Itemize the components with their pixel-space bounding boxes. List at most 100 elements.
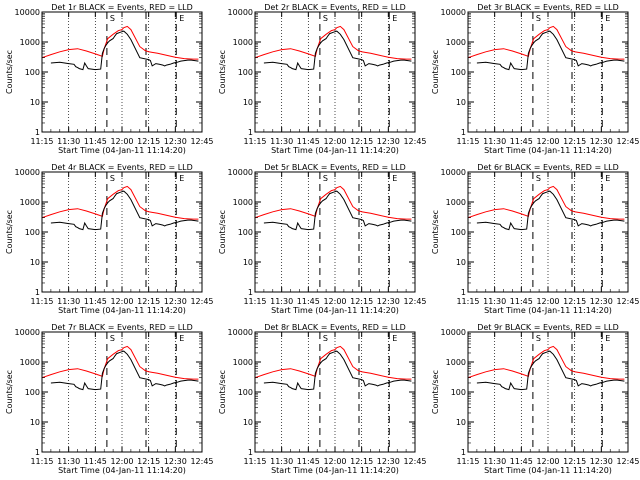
panel-7: S E 1 10 100 1000 10000 11:15 11:30 11:45 12:00 12:… — [5, 323, 214, 475]
y-tick-label: 10000 — [228, 8, 253, 17]
panel-title: Det 3r BLACK = Events, RED = LLD — [477, 3, 619, 12]
x-tick-label: 11:30 — [483, 297, 506, 306]
y-tick-label: 1000 — [233, 198, 253, 207]
x-tick-label: 12:00 — [536, 137, 559, 146]
y-tick-label: 100 — [451, 228, 466, 237]
series-lld-line — [41, 185, 199, 220]
x-tick-label: 11:45 — [297, 457, 320, 466]
y-tick-label: 1000 — [20, 198, 40, 207]
marker-label: E — [179, 174, 184, 183]
y-tick-label: 1 — [248, 448, 253, 457]
series-events-line — [263, 190, 412, 231]
x-tick-label: 12:00 — [110, 297, 133, 306]
y-tick-label: 10 — [243, 258, 253, 267]
marker-label: S — [323, 334, 328, 343]
series-lld-line — [41, 345, 199, 380]
x-tick-label: 12:45 — [190, 297, 213, 306]
marker-label: S — [110, 334, 115, 343]
y-tick-label: 1000 — [446, 358, 466, 367]
marker-label: S — [323, 174, 328, 183]
y-axis-label: Counts/sec — [218, 210, 227, 254]
y-tick-label: 100 — [238, 68, 253, 77]
x-tick-label: 12:30 — [164, 297, 187, 306]
x-tick-label: 11:15 — [243, 297, 266, 306]
series-lld-line — [467, 25, 625, 60]
x-tick-label: 12:30 — [164, 457, 187, 466]
x-tick-label: 11:45 — [84, 297, 107, 306]
series-events-line — [50, 30, 199, 71]
panel-title: Det 4r BLACK = Events, RED = LLD — [51, 163, 193, 172]
marker-label: E — [392, 14, 397, 23]
x-tick-label: 12:00 — [110, 457, 133, 466]
x-tick-label: 11:45 — [297, 137, 320, 146]
marker-label: S — [110, 174, 115, 183]
y-tick-label: 100 — [238, 388, 253, 397]
x-tick-label: 12:45 — [616, 297, 639, 306]
marker-label: S — [536, 174, 541, 183]
y-tick-label: 10000 — [15, 328, 40, 337]
y-tick-label: 100 — [25, 68, 40, 77]
y-tick-label: 10000 — [228, 328, 253, 337]
series-lld-line — [254, 345, 412, 380]
y-tick-label: 1 — [461, 448, 466, 457]
x-tick-label: 12:30 — [590, 297, 613, 306]
series-events-line — [50, 190, 199, 231]
x-tick-label: 12:15 — [563, 297, 586, 306]
x-tick-label: 12:00 — [536, 297, 559, 306]
y-tick-label: 1000 — [446, 38, 466, 47]
x-tick-label: 12:45 — [403, 297, 426, 306]
x-tick-label: 12:15 — [137, 457, 160, 466]
y-axis-label: Counts/sec — [431, 370, 440, 414]
y-tick-label: 10 — [456, 418, 466, 427]
panel-title: Det 6r BLACK = Events, RED = LLD — [477, 163, 619, 172]
x-axis-label: Start Time (04-Jan-11 11:14:20) — [484, 146, 612, 155]
x-tick-label: 12:30 — [590, 457, 613, 466]
y-axis-label: Counts/sec — [218, 50, 227, 94]
x-axis-label: Start Time (04-Jan-11 11:14:20) — [58, 306, 186, 315]
x-tick-label: 12:45 — [190, 137, 213, 146]
x-tick-label: 11:15 — [30, 137, 53, 146]
y-tick-label: 10 — [456, 98, 466, 107]
x-tick-label: 12:30 — [377, 457, 400, 466]
x-tick-label: 12:15 — [563, 457, 586, 466]
x-tick-label: 11:15 — [243, 137, 266, 146]
panel-title: Det 5r BLACK = Events, RED = LLD — [264, 163, 406, 172]
x-tick-label: 12:45 — [403, 137, 426, 146]
x-tick-label: 12:15 — [350, 457, 373, 466]
x-tick-label: 11:15 — [456, 137, 479, 146]
series-lld-line — [467, 345, 625, 380]
y-tick-label: 10000 — [15, 168, 40, 177]
y-tick-label: 10 — [243, 98, 253, 107]
x-tick-label: 12:00 — [323, 297, 346, 306]
x-tick-label: 12:30 — [377, 297, 400, 306]
y-axis-label: Counts/sec — [431, 50, 440, 94]
y-tick-label: 1 — [35, 128, 40, 137]
y-tick-label: 10000 — [15, 8, 40, 17]
series-events-line — [50, 350, 199, 391]
x-tick-label: 11:30 — [483, 457, 506, 466]
series-events-line — [476, 30, 625, 71]
x-tick-label: 11:45 — [84, 137, 107, 146]
panel-title: Det 9r BLACK = Events, RED = LLD — [477, 323, 619, 332]
x-tick-label: 11:15 — [243, 457, 266, 466]
series-lld-line — [254, 185, 412, 220]
x-axis-label: Start Time (04-Jan-11 11:14:20) — [271, 146, 399, 155]
y-tick-label: 1 — [248, 288, 253, 297]
panel-8: S E 1 10 100 1000 10000 11:15 11:30 11:45 12:00 12:… — [218, 323, 427, 475]
panel-title: Det 1r BLACK = Events, RED = LLD — [51, 3, 193, 12]
panel-title: Det 2r BLACK = Events, RED = LLD — [264, 3, 406, 12]
y-tick-label: 10 — [30, 258, 40, 267]
marker-label: E — [605, 14, 610, 23]
series-events-line — [263, 30, 412, 71]
x-tick-label: 11:45 — [510, 457, 533, 466]
x-tick-label: 12:30 — [590, 137, 613, 146]
x-tick-label: 11:45 — [297, 297, 320, 306]
x-axis-label: Start Time (04-Jan-11 11:14:20) — [58, 466, 186, 475]
y-tick-label: 10 — [30, 418, 40, 427]
series-lld-line — [254, 25, 412, 60]
y-tick-label: 10000 — [228, 168, 253, 177]
marker-label: S — [110, 14, 115, 23]
marker-label: S — [536, 334, 541, 343]
y-tick-label: 1000 — [446, 198, 466, 207]
